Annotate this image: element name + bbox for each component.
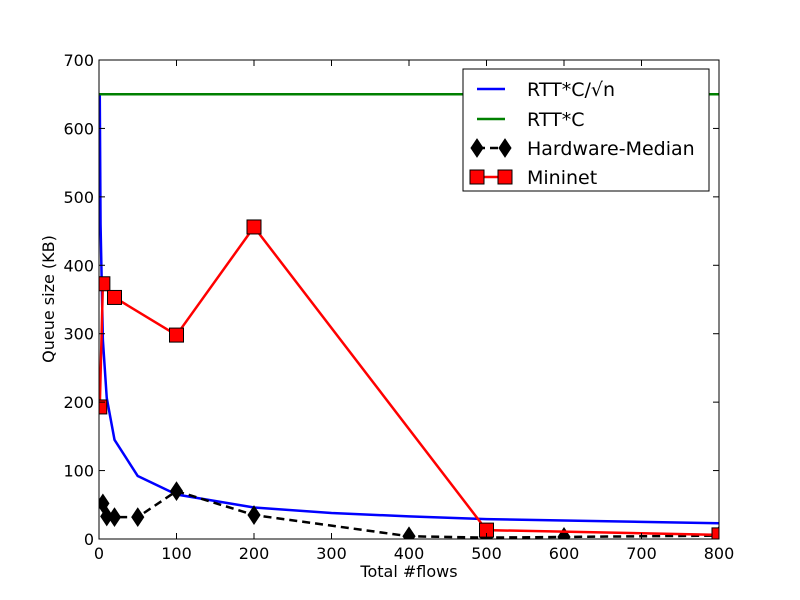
y-axis-label: Queue size (KB): [39, 235, 58, 363]
legend: RTT*C/√n RTT*C Hardware-Median Mininet: [462, 68, 710, 192]
legend-label-rtt-c-n: RTT*C/√n: [527, 79, 615, 101]
legend-label-hardware-median: Hardware-Median: [527, 138, 695, 160]
y-tick-label: 700: [63, 51, 94, 70]
series-mininet: [99, 219, 719, 539]
x-axis-label: Total #flows: [359, 562, 457, 581]
series-layer: [99, 92, 719, 539]
y-tick-label: 500: [63, 188, 94, 207]
x-tick-label: 800: [704, 544, 735, 563]
y-tick-label: 600: [63, 119, 94, 138]
legend-marker-mininet: [469, 169, 485, 185]
data-point-hardware-median: [247, 505, 261, 525]
series-rtt-c-n: [99, 94, 719, 525]
legend-label-rtt-c: RTT*C: [527, 109, 584, 131]
series-hardware-median: [99, 481, 719, 539]
y-tick-label: 300: [63, 325, 94, 344]
y-tick-label: 0: [84, 530, 94, 549]
axis-ticks: 0 100 200 300 400 500 600 700 800 0 100 200 300 400 50…: [63, 51, 734, 563]
data-point-mininet: [169, 327, 184, 343]
x-tick-label: 200: [239, 544, 270, 563]
series-line-rtt-c-n: [99, 94, 719, 525]
data-point-mininet: [99, 399, 108, 415]
data-point-hardware-median: [169, 481, 184, 502]
data-point-mininet: [711, 527, 719, 539]
data-point-hardware-median: [107, 507, 122, 528]
x-tick-label: 600: [549, 544, 580, 563]
y-tick-label: 400: [63, 256, 94, 275]
legend-marker-hardware-median: [498, 138, 512, 158]
y-tick-label: 100: [63, 462, 94, 481]
x-tick-label: 400: [394, 544, 425, 563]
y-tick-label: 200: [63, 393, 94, 412]
data-point-mininet: [107, 289, 122, 305]
data-point-mininet: [246, 219, 262, 235]
legend-label-mininet: Mininet: [527, 167, 597, 189]
legend-marker-mininet: [497, 169, 513, 185]
x-tick-label: 300: [316, 544, 347, 563]
data-point-mininet: [99, 276, 111, 292]
x-tick-label: 100: [161, 544, 192, 563]
x-tick-label: 500: [471, 544, 502, 563]
legend-marker-hardware-median: [470, 138, 484, 158]
x-tick-label: 700: [626, 544, 657, 563]
data-point-hardware-median: [131, 507, 145, 528]
x-tick-label: 0: [94, 544, 104, 563]
